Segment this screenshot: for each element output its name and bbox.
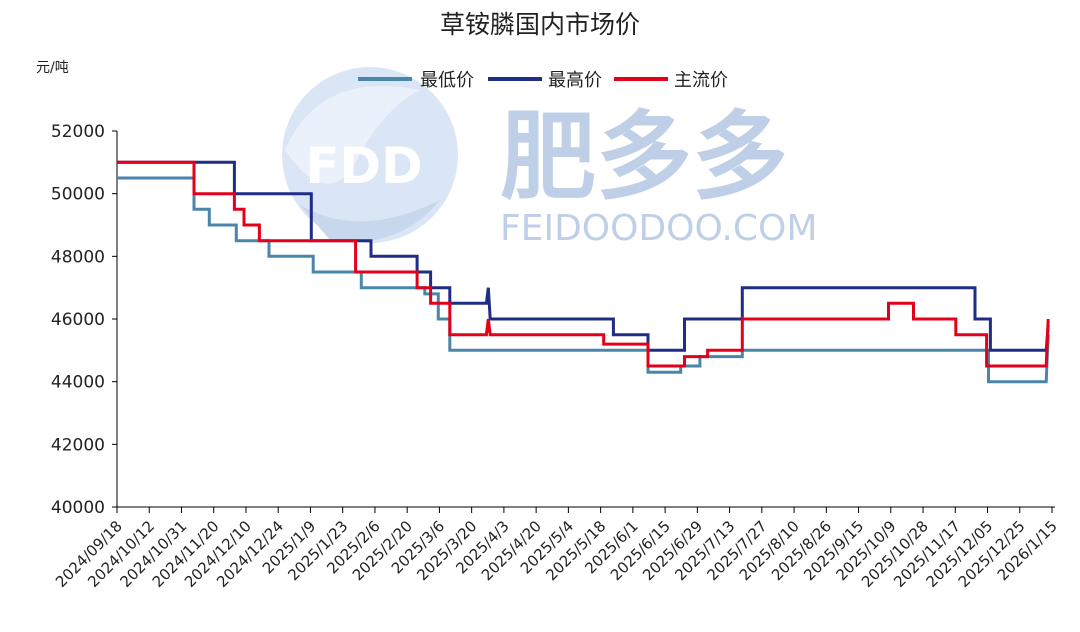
series-line-min (117, 176, 1050, 384)
y-tick-label: 46000 (51, 310, 105, 330)
y-tick-label: 44000 (51, 373, 105, 393)
y-tick-label: 40000 (51, 498, 105, 518)
x-ticks: 2024/09/182024/10/122024/10/312024/11/20… (52, 507, 1061, 591)
legend-label-max: 最高价 (548, 70, 602, 91)
legend-label-min: 最低价 (420, 70, 474, 91)
y-tick-label: 48000 (51, 247, 105, 267)
chart-title: 草铵膦国内市场价 (440, 10, 640, 39)
y-tick-label: 42000 (51, 435, 105, 455)
y-tick-label: 52000 (51, 122, 105, 142)
y-ticks: 40000 42000 44000 46000 48000 50000 52000 (51, 122, 117, 518)
series-line-main (117, 160, 1050, 368)
logo-text: FDD (305, 137, 422, 195)
brand-cn-text: 肥多多 (500, 101, 788, 213)
series-line-max (117, 160, 1050, 352)
series-lines (117, 160, 1050, 384)
y-unit-label: 元/吨 (36, 60, 69, 76)
legend: 最低价 最高价 主流价 (358, 70, 728, 91)
watermark: FDD 肥多多 FEIDOODOO.COM (282, 67, 817, 249)
y-tick-label: 50000 (51, 185, 105, 205)
brand-en-text: FEIDOODOO.COM (500, 208, 817, 249)
legend-label-main: 主流价 (674, 70, 728, 91)
fdd-logo-icon: FDD (282, 67, 458, 243)
